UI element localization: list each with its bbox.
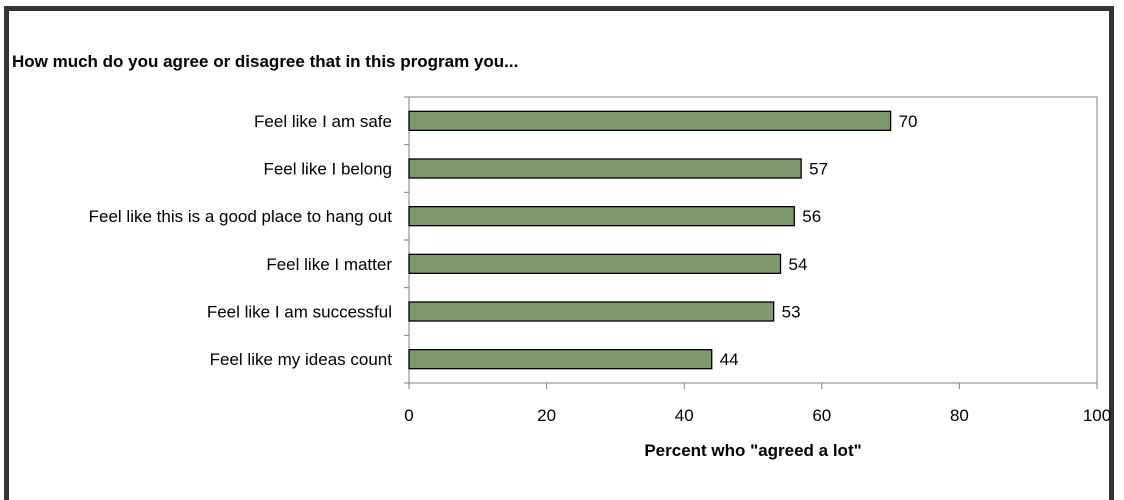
category-label: Feel like I matter — [266, 255, 392, 274]
bar — [408, 158, 802, 179]
category-label: Feel like this is a good place to hang o… — [89, 207, 393, 226]
bar — [408, 110, 892, 131]
x-tick-label: 40 — [675, 406, 694, 425]
data-label: 53 — [782, 303, 801, 322]
category-label: Feel like I am successful — [207, 303, 392, 322]
bar — [408, 301, 775, 322]
bar — [408, 253, 782, 274]
category-label: Feel like my ideas count — [210, 350, 393, 369]
bar — [408, 349, 713, 370]
x-tick-label: 100 — [1083, 406, 1111, 425]
data-label: 70 — [899, 112, 918, 131]
x-tick-label: 60 — [812, 406, 831, 425]
data-label: 54 — [789, 255, 808, 274]
category-label: Feel like I am safe — [254, 112, 392, 131]
chart-title: How much do you agree or disagree that i… — [12, 52, 519, 71]
plot-area — [408, 96, 1098, 384]
data-label: 57 — [809, 160, 828, 179]
x-tick-label: 20 — [537, 406, 556, 425]
chart-frame — [4, 6, 1114, 500]
x-axis-label: Percent who "agreed a lot" — [644, 441, 861, 460]
category-label: Feel like I belong — [263, 160, 392, 179]
bar — [408, 206, 795, 227]
x-tick-label: 80 — [950, 406, 969, 425]
x-tick-label: 0 — [404, 406, 413, 425]
data-label: 44 — [720, 350, 739, 369]
data-label: 56 — [802, 207, 821, 226]
